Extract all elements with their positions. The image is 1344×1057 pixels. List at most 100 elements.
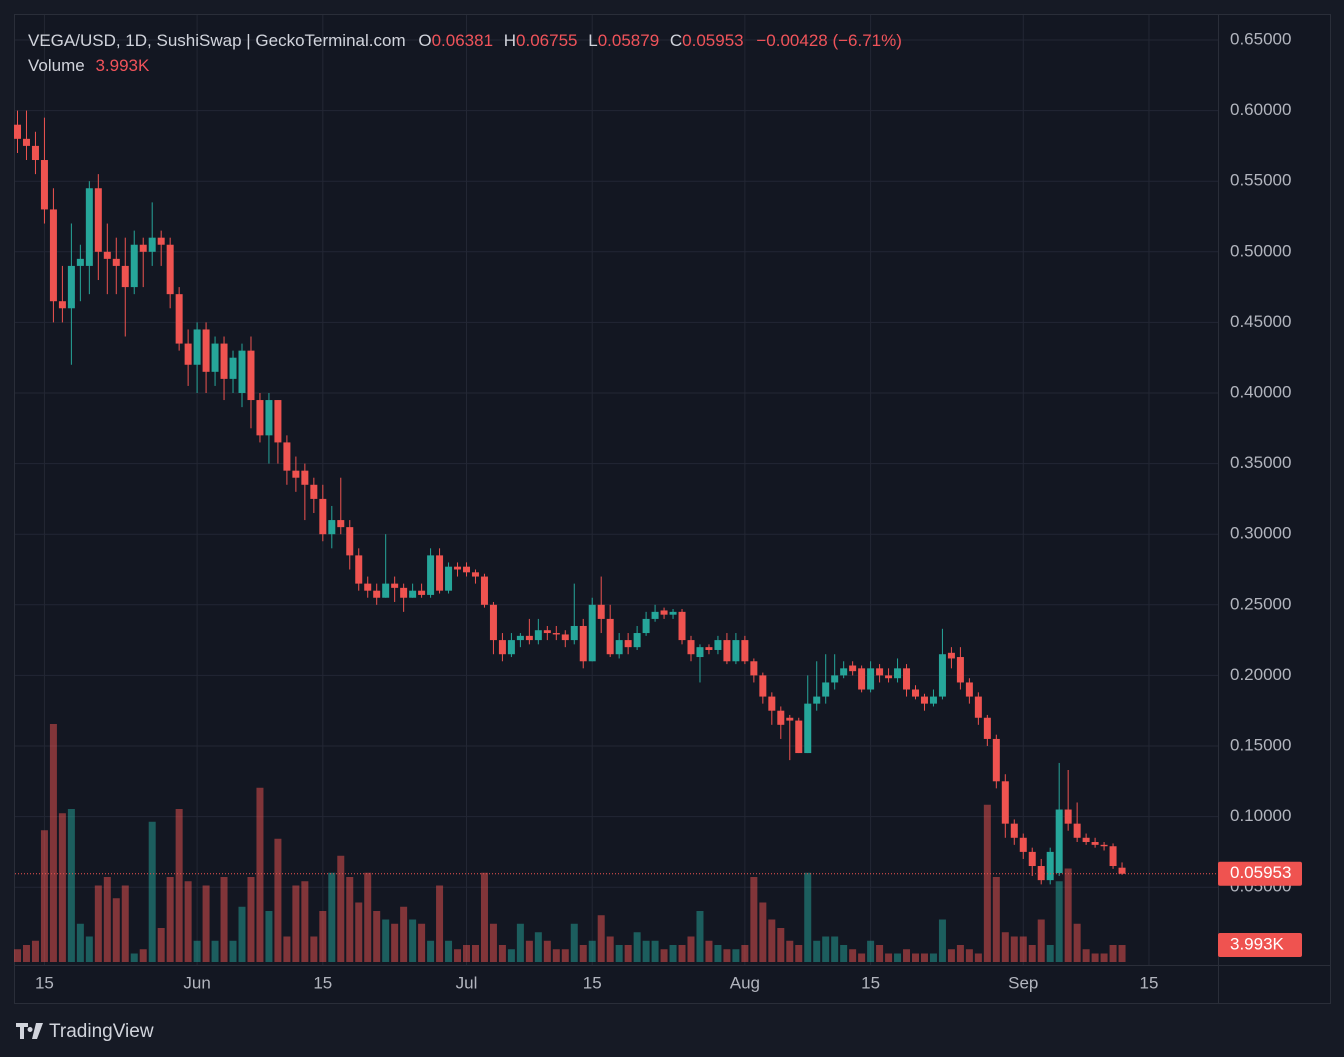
candle-body <box>723 640 731 662</box>
volume-bar <box>391 923 399 962</box>
candle-body <box>373 590 381 598</box>
legend-high: 0.06755 <box>516 31 578 50</box>
candle-body <box>543 630 551 634</box>
volume-bar <box>373 911 381 962</box>
legend: VEGA/USD, 1D, SushiSwap | GeckoTerminal.… <box>28 28 902 78</box>
y-tick-label: 0.25000 <box>1230 594 1291 613</box>
volume-bar <box>265 911 273 962</box>
candle-body <box>283 442 291 471</box>
legend-close: 0.05953 <box>682 31 744 50</box>
volume-bar <box>480 872 488 962</box>
candle-body <box>445 566 453 591</box>
volume-bar <box>148 821 156 962</box>
candle-body <box>920 696 928 704</box>
candle-body <box>292 470 300 478</box>
volume-bar <box>651 940 659 962</box>
volume-bar <box>229 940 237 962</box>
volume-bar <box>525 940 533 962</box>
candle-body <box>364 583 372 591</box>
volume-bar <box>346 877 354 962</box>
volume-bar <box>606 936 614 962</box>
candle-body <box>669 611 677 615</box>
volume-bar <box>507 949 515 962</box>
volume-bar <box>445 940 453 962</box>
candle-body <box>876 668 884 676</box>
candle-body <box>741 640 749 662</box>
candle-body <box>409 590 417 598</box>
candle-body <box>328 520 336 535</box>
volume-bar <box>202 885 210 962</box>
legend-open: 0.06381 <box>431 31 494 50</box>
volume-bar <box>759 902 767 962</box>
volume-bar <box>319 911 327 962</box>
y-tick-label: 0.50000 <box>1230 241 1291 260</box>
candle-body <box>912 689 919 697</box>
volume-bar <box>876 945 884 962</box>
x-tick-label: 15 <box>583 973 602 992</box>
candle-body <box>148 237 156 252</box>
candle-body <box>858 668 866 690</box>
volume-bar <box>40 830 48 962</box>
candle-body <box>67 265 75 309</box>
volume-bar <box>1010 936 1018 962</box>
candle-body <box>310 484 318 499</box>
y-tick-label: 0.45000 <box>1230 312 1291 331</box>
candle-body <box>130 244 138 288</box>
legend-label: H <box>503 31 517 50</box>
volume-bar <box>1028 945 1036 962</box>
candle-body <box>1019 837 1027 852</box>
candle-body <box>894 668 902 679</box>
candle-body <box>579 625 587 662</box>
volume-bar <box>929 953 937 962</box>
legend-volume: 3.993K <box>95 56 150 75</box>
legend-low: 0.05879 <box>597 31 660 50</box>
candle-body <box>786 717 794 721</box>
volume-bar <box>355 902 363 962</box>
candle-body <box>14 124 21 139</box>
volume-bar <box>1019 936 1027 962</box>
candle-body <box>319 498 327 535</box>
volume-bar <box>328 872 336 962</box>
volume-title: Volume <box>28 56 85 75</box>
volume-bar <box>903 949 911 962</box>
volume-bar <box>193 940 201 962</box>
volume-bar <box>76 923 84 962</box>
candle-body <box>777 710 785 725</box>
candle-body <box>229 357 237 379</box>
volume-bar <box>382 919 390 962</box>
volume-bar <box>1046 945 1054 962</box>
candle-body <box>247 350 255 401</box>
candle-body <box>885 675 893 679</box>
volume-bar <box>597 915 605 962</box>
volume-bar <box>112 898 120 962</box>
volume-bar <box>130 953 138 962</box>
candle-body <box>822 682 830 697</box>
candle-body <box>1082 837 1090 843</box>
volume-bar <box>561 949 569 962</box>
candle-body <box>1073 823 1081 838</box>
x-tick-label: Jul <box>456 973 478 992</box>
last-volume-label: 3.993K <box>1230 935 1285 954</box>
candle-body <box>463 566 470 573</box>
candle-body <box>831 675 839 683</box>
volume-bar <box>1100 953 1108 962</box>
volume-bar <box>974 953 982 962</box>
volume-bar <box>166 877 174 962</box>
candle-body <box>346 527 354 556</box>
x-tick-label: 15 <box>1140 973 1159 992</box>
volume-bar <box>436 885 444 962</box>
candle-body <box>139 244 147 252</box>
candle-body <box>1109 846 1117 867</box>
volume-bar <box>992 877 1000 962</box>
candle-body <box>813 696 821 704</box>
candles <box>14 110 1126 885</box>
volume-bar <box>633 932 641 962</box>
volume-bar <box>175 809 183 962</box>
volume-bar <box>94 885 102 962</box>
candle-body <box>480 576 488 605</box>
volume-bar <box>956 945 964 962</box>
candle-body <box>40 160 48 210</box>
volume-bar <box>31 940 39 962</box>
candle-body <box>391 583 399 588</box>
